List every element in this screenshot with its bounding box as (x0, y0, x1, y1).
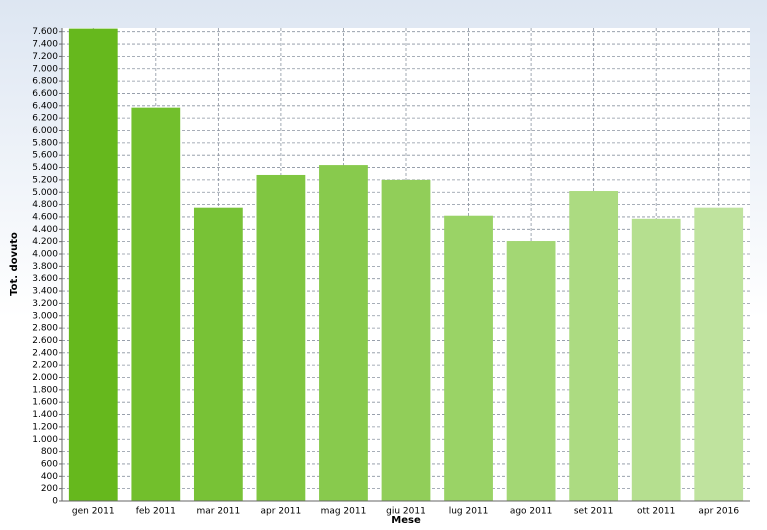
bar (631, 218, 681, 501)
y-tick-label: 5.400 (32, 163, 58, 173)
x-tick-label: mar 2011 (196, 507, 240, 517)
y-tick-label: 1.400 (32, 410, 58, 420)
bar (256, 174, 306, 501)
bar (193, 207, 243, 501)
y-tick-label: 7.200 (32, 52, 58, 62)
y-tick-label: 7.400 (32, 40, 58, 50)
y-tick-label: 5.600 (32, 151, 58, 161)
bar (381, 179, 431, 502)
x-tick-label: feb 2011 (136, 507, 176, 517)
x-tick-label: gen 2011 (72, 507, 115, 517)
y-tick-label: 800 (41, 447, 58, 457)
y-tick-label: 0 (52, 497, 58, 507)
y-tick-label: 4.400 (32, 225, 58, 235)
y-tick-label: 3.200 (32, 299, 58, 309)
y-tick-label: 600 (41, 459, 58, 469)
bar (444, 215, 493, 501)
x-tick-label: ott 2011 (637, 507, 675, 517)
y-tick-label: 4.200 (32, 237, 58, 247)
y-tick-label: 5.200 (32, 175, 58, 185)
y-tick-label: 7.600 (32, 27, 58, 37)
bar (506, 241, 556, 501)
x-tick-label: ago 2011 (510, 507, 553, 517)
bar (68, 28, 118, 501)
x-tick-label: lug 2011 (449, 507, 489, 517)
y-tick-label: 6.800 (32, 77, 58, 87)
x-axis-title: Mese (391, 515, 421, 526)
y-tick-label: 6.000 (32, 126, 58, 136)
y-tick-label: 4.600 (32, 212, 58, 222)
y-tick-label: 2.600 (32, 336, 58, 346)
y-tick-label: 200 (41, 484, 58, 494)
y-tick-label: 1.000 (32, 435, 58, 445)
x-tick-label: mag 2011 (321, 507, 367, 517)
bar (319, 165, 368, 501)
y-tick-label: 3.600 (32, 274, 58, 284)
y-tick-label: 3.800 (32, 262, 58, 272)
bar (131, 107, 181, 502)
y-tick-label: 2.800 (32, 324, 58, 334)
y-tick-label: 1.800 (32, 385, 58, 395)
y-tick-label: 4.800 (32, 200, 58, 210)
y-tick-label: 1.200 (32, 422, 58, 432)
x-tick-label: apr 2016 (698, 507, 739, 517)
bar (569, 191, 619, 501)
x-tick-label: giu 2011 (386, 507, 426, 517)
y-tick-label: 6.600 (32, 89, 58, 99)
y-tick-label: 5.800 (32, 138, 58, 148)
y-axis-title: Tot. dovuto (9, 232, 20, 296)
y-tick-label: 7.000 (32, 64, 58, 74)
y-tick-label: 5.000 (32, 188, 58, 198)
y-tick-label: 4.000 (32, 250, 58, 260)
bar (694, 207, 744, 501)
x-tick-label: apr 2011 (261, 507, 302, 517)
x-tick-label: set 2011 (574, 507, 614, 517)
y-tick-label: 1.600 (32, 398, 58, 408)
y-tick-label: 6.200 (32, 114, 58, 124)
y-tick-label: 2.000 (32, 373, 58, 383)
y-tick-label: 2.400 (32, 348, 58, 358)
y-tick-label: 2.200 (32, 361, 58, 371)
y-tick-label: 400 (41, 472, 58, 482)
y-tick-label: 3.000 (32, 311, 58, 321)
y-tick-label: 6.400 (32, 101, 58, 111)
y-tick-label: 3.400 (32, 287, 58, 297)
